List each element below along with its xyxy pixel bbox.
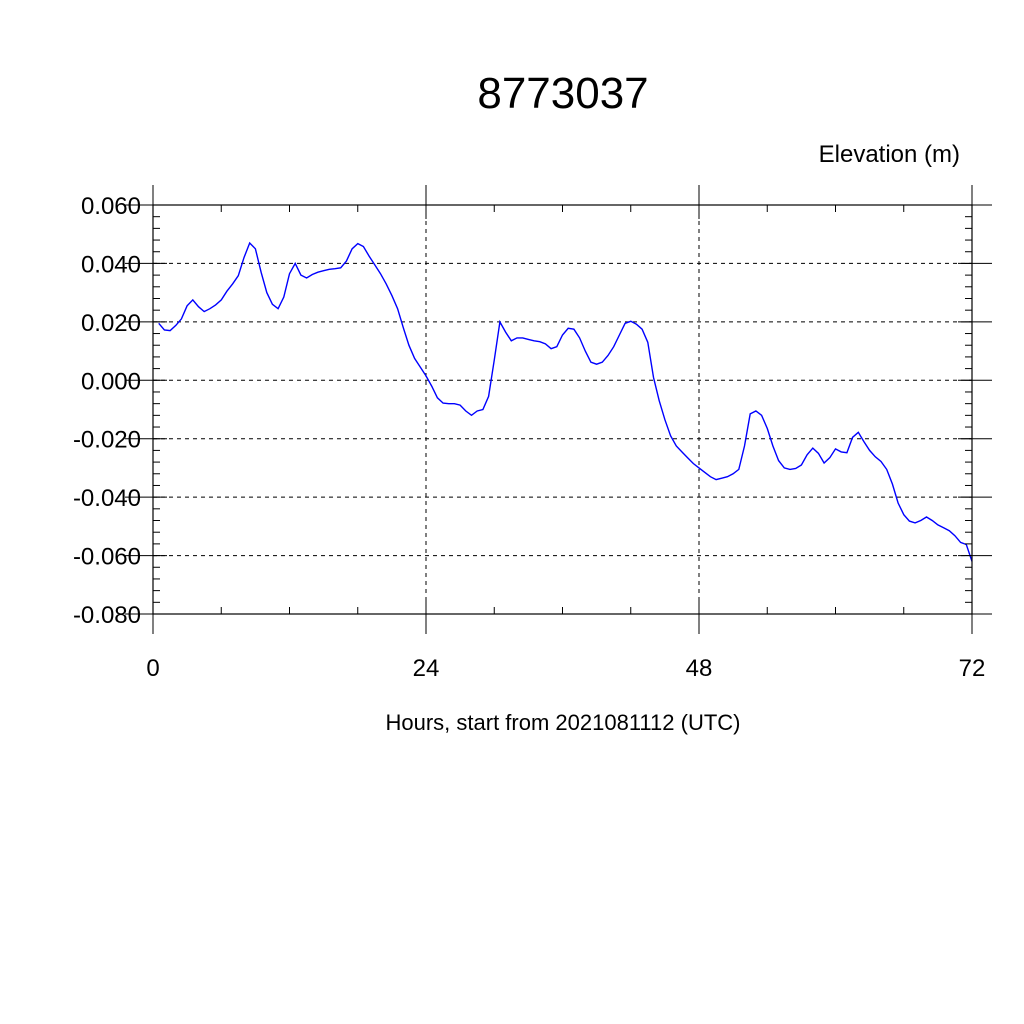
y-tick-label: 0.060 [81, 193, 141, 220]
x-axis-label: Hours, start from 2021081112 (UTC) [386, 710, 741, 735]
y-tick-label: 0.040 [81, 251, 141, 278]
y-tick-label: -0.020 [73, 427, 141, 454]
y-tick-label: -0.080 [73, 602, 141, 629]
y-tick-labels: 0.060 0.040 0.020 0.000 -0.020 -0.040 -0.060 -0… [73, 193, 141, 629]
x-tick-label: 72 [959, 655, 986, 682]
x-tick-label: 24 [413, 655, 440, 682]
plot-frame [152, 204, 973, 615]
units-label: Elevation (m) [819, 141, 960, 168]
grid-lines [153, 205, 972, 614]
y-tick-label: -0.040 [73, 485, 141, 512]
y-tick-label: 0.020 [81, 310, 141, 337]
y-tick-label: -0.060 [73, 544, 141, 571]
series-line [158, 241, 973, 562]
series-layer [158, 241, 973, 562]
axis-ticks [125, 185, 992, 634]
x-tick-label: 0 [146, 655, 159, 682]
x-tick-label: 48 [686, 655, 713, 682]
y-tick-label: 0.000 [81, 368, 141, 395]
chart-title: 8773037 [477, 69, 648, 118]
x-tick-labels: 0 24 48 72 [146, 655, 985, 682]
